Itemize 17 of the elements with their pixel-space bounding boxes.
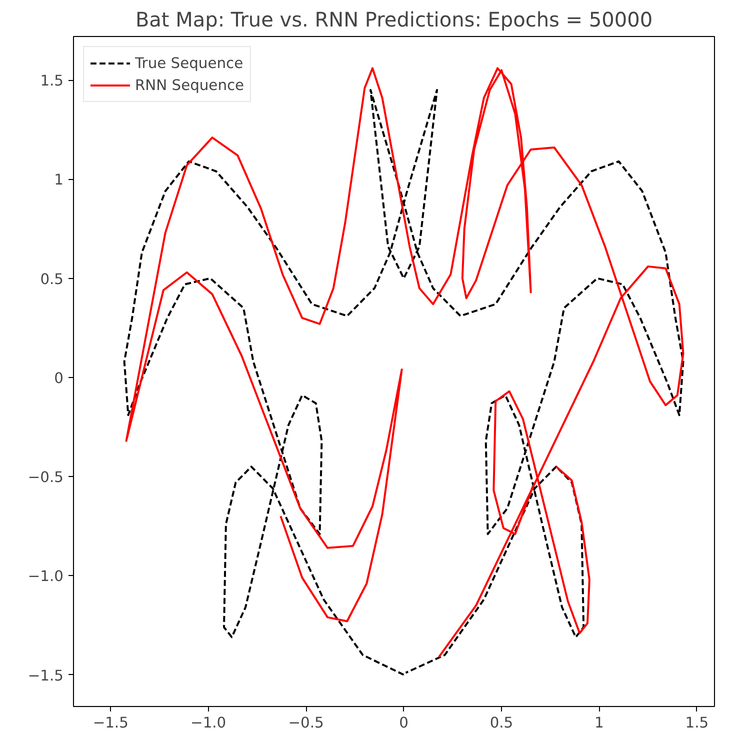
y-tick-label: 1 [54,172,64,189]
x-tick-label: 0 [399,714,408,732]
legend-label: RNN Sequence [135,76,244,94]
x-tick-label: −1.5 [92,714,128,732]
y-tick-label: −1.0 [28,568,64,586]
x-tick-label: 0.5 [490,714,514,732]
legend-label: True Sequence [135,54,244,72]
y-tick-label: 0 [54,370,64,387]
chart-title: Bat Map: True vs. RNN Predictions: Epochs = 50000 [135,8,653,32]
x-tick-label: −1.0 [190,714,226,732]
y-tick-label: 0.5 [40,270,64,288]
x-tick-label: −0.5 [288,714,324,732]
x-tick-label: 1 [594,714,604,732]
y-tick-label: 1.5 [40,72,64,90]
y-tick-label: −0.5 [28,469,64,486]
x-tick-label: 1.5 [685,714,709,732]
y-tick-label: −1.5 [28,667,64,684]
